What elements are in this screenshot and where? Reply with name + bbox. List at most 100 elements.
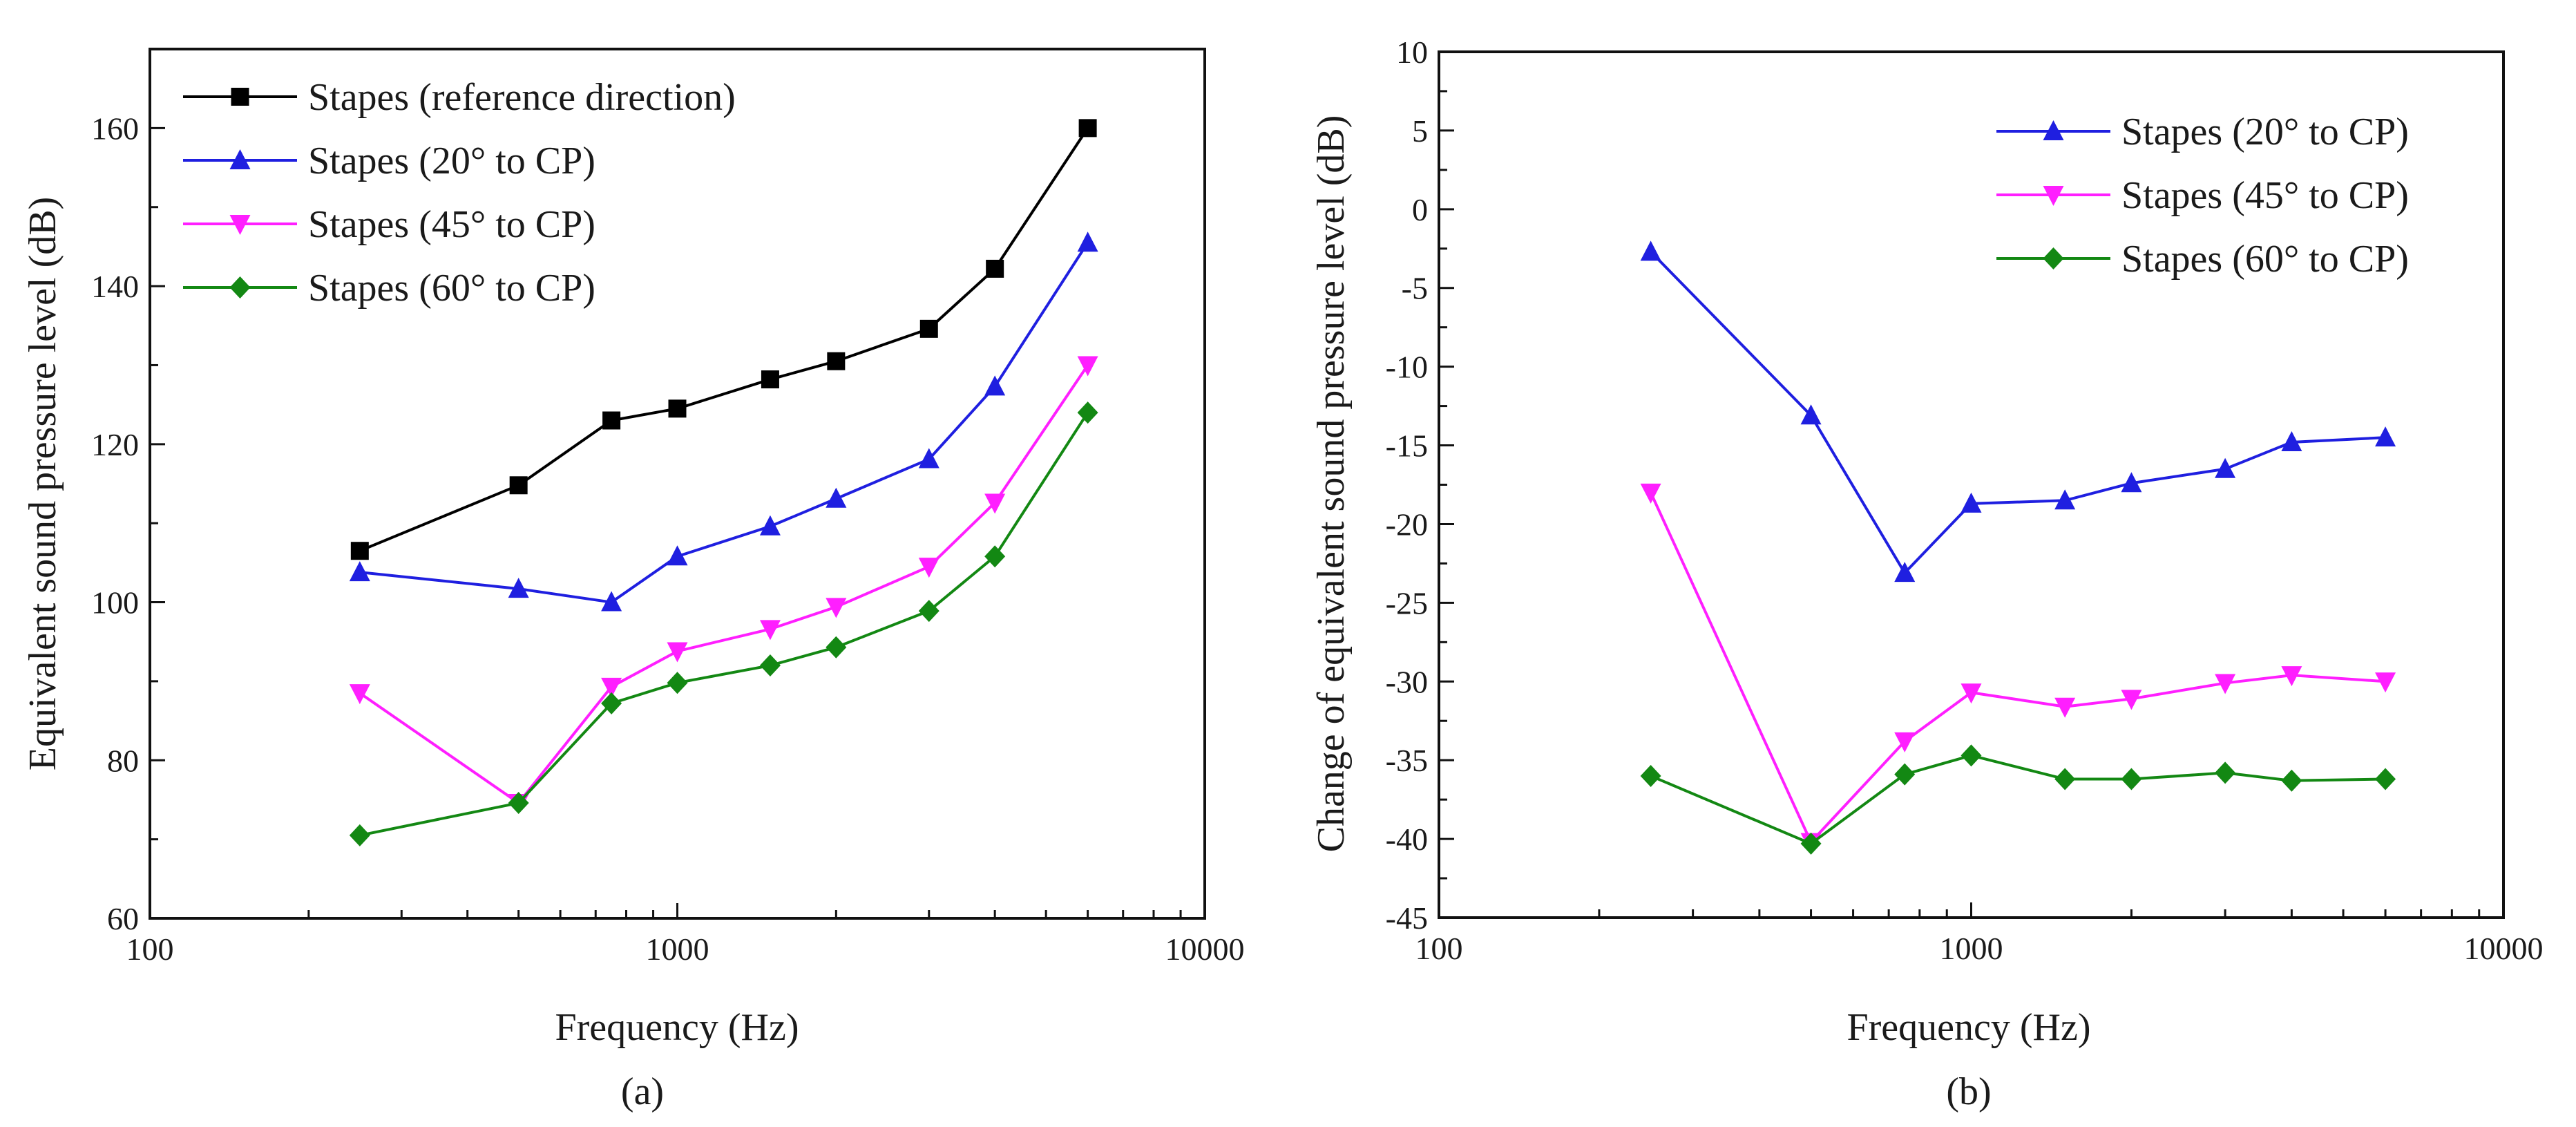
y-tick-label: 160: [91, 111, 139, 146]
x-tick-label: 1000: [646, 931, 709, 967]
y-tick-label: -30: [1386, 664, 1428, 699]
y-tick-label: -40: [1386, 822, 1428, 857]
data-point-stapes-45-to-cp: [1640, 483, 1661, 504]
data-point-stapes-20-to-cp: [2215, 457, 2236, 478]
data-point-stapes-reference-direction: [509, 476, 528, 495]
data-point-stapes-reference-direction: [350, 542, 369, 560]
y-axis-title-b: Change of equivalent sound pressure leve…: [1310, 115, 1353, 853]
data-point-stapes-20-to-cp: [759, 515, 781, 536]
data-point-stapes-reference-direction: [827, 352, 846, 370]
legend-marker-stapes-60-to-cp: [229, 276, 251, 299]
data-point-stapes-60-to-cp: [508, 792, 529, 815]
data-point-stapes-reference-direction: [602, 411, 621, 430]
legend-b: Stapes (20° to CP) Stapes (45° to CP) Stap…: [1996, 111, 2409, 281]
y-tick-label: 0: [1412, 192, 1428, 227]
data-point-stapes-45-to-cp: [2215, 674, 2236, 694]
legend-label-stapes-60-to-cp: Stapes (60° to CP): [2121, 238, 2409, 281]
data-point-stapes-20-to-cp: [1800, 404, 1822, 425]
legend-label-stapes-45-to-cp: Stapes (45° to CP): [308, 203, 595, 246]
y-tick-label: 60: [107, 901, 139, 936]
data-point-stapes-20-to-cp: [984, 375, 1006, 396]
data-point-stapes-45-to-cp: [918, 558, 939, 578]
data-point-stapes-reference-direction: [1078, 119, 1097, 138]
data-point-stapes-reference-direction: [919, 319, 938, 338]
series-line-stapes-60-to-cp: [359, 411, 1089, 837]
legend-marker-stapes-60-to-cp: [2043, 247, 2064, 269]
x-axis-title-b: Frequency (Hz): [1847, 1006, 2091, 1049]
data-point-stapes-45-to-cp: [1960, 683, 1982, 704]
x-tick-label: 100: [126, 931, 174, 967]
data-point-stapes-45-to-cp: [1894, 732, 1916, 752]
data-point-stapes-60-to-cp: [2054, 768, 2076, 790]
ticks-b: 100 1000 10000 -45 -40 -35 -30 -25 -20 -15 -10 -5 0 5…: [1386, 35, 2544, 966]
x-tick-label: 1000: [1940, 931, 2003, 966]
legend-label-stapes-reference-direction: Stapes (reference direction): [308, 76, 736, 119]
data-point-stapes-45-to-cp: [2121, 690, 2142, 710]
data-point-stapes-20-to-cp: [2281, 430, 2302, 451]
y-tick-label: 140: [91, 269, 139, 304]
data-point-stapes-60-to-cp: [759, 654, 781, 677]
data-point-stapes-20-to-cp: [1640, 240, 1661, 261]
y-tick-label: 120: [91, 427, 139, 462]
data-point-stapes-20-to-cp: [2121, 472, 2142, 493]
legend-a: Stapes (reference direction) Stapes (20° …: [183, 76, 736, 310]
data-point-stapes-60-to-cp: [667, 672, 688, 694]
ticks-a: 100 1000 10000 60 80 100 120 140 160: [91, 48, 1245, 967]
legend-marker-stapes-45-to-cp: [2043, 186, 2064, 206]
legend-marker-stapes-45-to-cp: [229, 215, 251, 235]
y-tick-label: 10: [1396, 35, 1428, 70]
data-point-stapes-60-to-cp: [1894, 763, 1916, 786]
x-axis-title-a: Frequency (Hz): [555, 1006, 799, 1049]
data-point-stapes-60-to-cp: [601, 692, 622, 714]
data-point-stapes-60-to-cp: [1800, 832, 1822, 855]
data-point-stapes-45-to-cp: [349, 684, 370, 705]
data-point-stapes-60-to-cp: [1960, 744, 1982, 767]
data-point-stapes-45-to-cp: [2281, 666, 2302, 687]
series-layer-a: [349, 119, 1098, 846]
data-point-stapes-20-to-cp: [349, 561, 370, 582]
series-line-stapes-45-to-cp: [1649, 492, 2386, 845]
data-point-stapes-reference-direction: [668, 399, 687, 418]
legend-marker-stapes-reference-direction: [231, 88, 249, 106]
series-line-stapes-20-to-cp: [1650, 250, 2386, 576]
y-tick-label: -15: [1386, 428, 1428, 464]
y-tick-label: 5: [1412, 113, 1428, 149]
data-point-stapes-20-to-cp: [2054, 489, 2076, 510]
series-line-stapes-60-to-cp: [1650, 754, 2386, 846]
y-tick-label: 100: [91, 585, 139, 621]
y-tick-label: -25: [1386, 585, 1428, 621]
data-point-stapes-60-to-cp: [349, 824, 370, 846]
data-point-stapes-60-to-cp: [1640, 764, 1661, 787]
legend-marker-stapes-20-to-cp: [229, 149, 251, 169]
data-point-stapes-60-to-cp: [1077, 401, 1098, 424]
data-point-stapes-20-to-cp: [1077, 231, 1098, 252]
data-point-stapes-45-to-cp: [1077, 356, 1098, 377]
panel-a: 100 1000 10000 60 80 100 120 140 160 Stapes (ref…: [21, 48, 1245, 1113]
y-tick-label: 80: [107, 743, 139, 778]
panel-b: 100 1000 10000 -45 -40 -35 -30 -25 -20 -15 -10 -5 0 5…: [1310, 35, 2544, 1113]
data-point-stapes-60-to-cp: [2215, 761, 2236, 784]
x-tick-label: 100: [1415, 931, 1463, 966]
data-point-stapes-45-to-cp: [759, 620, 781, 641]
data-point-stapes-reference-direction: [986, 259, 1004, 278]
data-point-stapes-20-to-cp: [918, 448, 939, 468]
data-point-stapes-20-to-cp: [601, 591, 622, 612]
panel-label-a: (a): [621, 1070, 664, 1113]
legend-label-stapes-20-to-cp: Stapes (20° to CP): [2121, 111, 2409, 153]
legend-label-stapes-45-to-cp: Stapes (45° to CP): [2121, 174, 2409, 217]
data-point-stapes-60-to-cp: [2121, 768, 2142, 790]
y-tick-label: -35: [1386, 743, 1428, 778]
y-tick-label: -45: [1386, 900, 1428, 936]
y-tick-label: -20: [1386, 506, 1428, 542]
data-point-stapes-60-to-cp: [2375, 768, 2396, 790]
y-axis-title-a: Equivalent sound pressure level (dB): [21, 197, 64, 770]
data-point-stapes-60-to-cp: [918, 600, 939, 623]
data-point-stapes-reference-direction: [761, 370, 779, 389]
y-tick-label: -5: [1402, 271, 1428, 306]
legend-label-stapes-60-to-cp: Stapes (60° to CP): [308, 267, 595, 310]
series-layer-b: [1640, 240, 2396, 855]
data-point-stapes-45-to-cp: [667, 642, 688, 663]
legend-marker-stapes-20-to-cp: [2043, 120, 2064, 140]
legend-label-stapes-20-to-cp: Stapes (20° to CP): [308, 140, 595, 182]
